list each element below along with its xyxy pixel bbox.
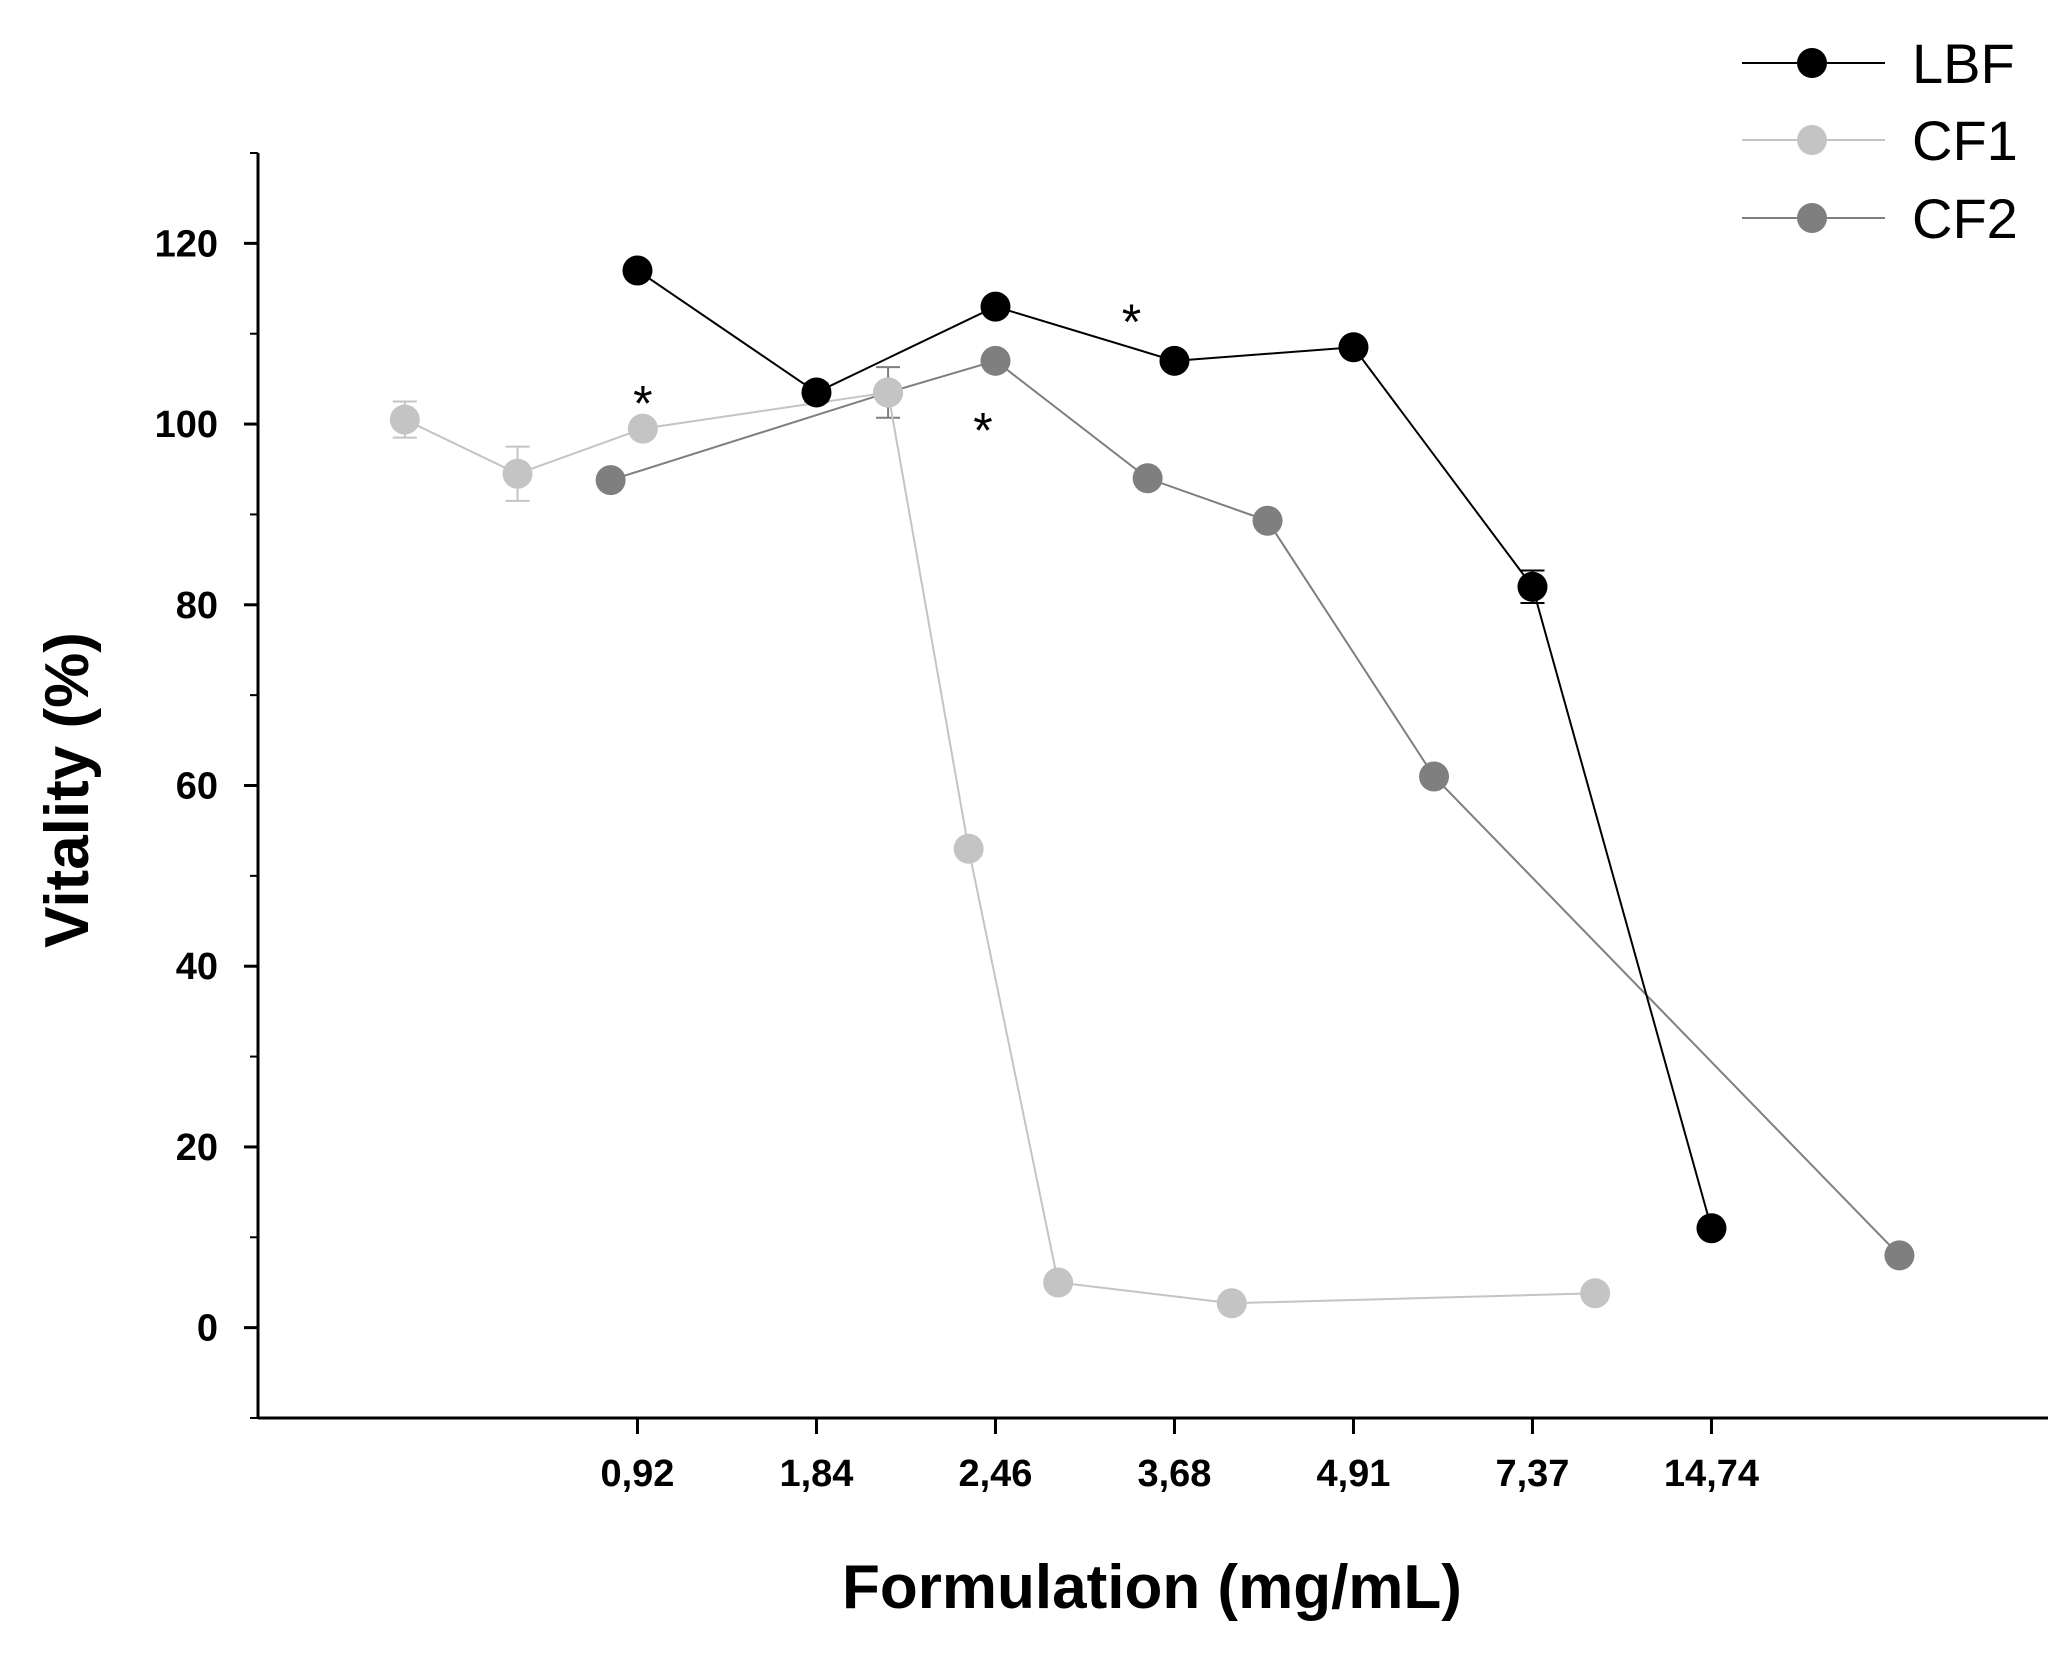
data-point-cf1 — [953, 833, 984, 864]
y-tick-label: 20 — [176, 1127, 218, 1169]
significance-asterisk: * — [973, 403, 992, 459]
data-point-cf2 — [1884, 1240, 1915, 1271]
data-point-cf1 — [1043, 1267, 1074, 1298]
data-point-lbf — [622, 255, 653, 286]
y-tick-label: 0 — [197, 1308, 218, 1350]
data-point-cf1 — [502, 458, 533, 489]
legend-marker — [1797, 125, 1827, 155]
data-point-cf1 — [1580, 1278, 1611, 1309]
y-tick-label: 120 — [155, 223, 218, 265]
data-point-cf1 — [389, 404, 420, 435]
data-point-cf2 — [980, 345, 1011, 376]
series-line-cf2 — [610, 359, 1901, 1257]
data-point-cf2 — [595, 465, 626, 496]
x-axis-title: Formulation (mg/mL) — [842, 1553, 1462, 1622]
data-point-cf2 — [1132, 463, 1163, 494]
legend-marker — [1797, 48, 1827, 78]
y-axis-title: Vitality (%) — [33, 632, 102, 948]
data-point-cf1 — [1216, 1288, 1247, 1319]
y-tick-label: 80 — [176, 585, 218, 627]
legend-marker — [1797, 203, 1827, 233]
data-point-cf1 — [627, 413, 658, 444]
data-point-lbf — [1159, 345, 1190, 376]
data-point-cf1 — [873, 377, 904, 408]
series-line-cf1 — [404, 391, 1596, 1305]
annotations: * * * — [633, 294, 1141, 458]
axes: 0 20 40 60 80 100 120 0,92 1,84 2,46 3,68 4,91 7,37 1… — [155, 152, 2048, 1495]
x-tick-label: 3,68 — [1137, 1453, 1211, 1495]
legend-label: LBF — [1912, 32, 2015, 95]
legend-label: CF2 — [1912, 187, 2018, 250]
legend-item-cf1: CF1 — [1742, 109, 2018, 172]
series-cf1 — [389, 377, 1611, 1319]
data-point-lbf — [1696, 1213, 1727, 1244]
x-tick-label: 4,91 — [1316, 1453, 1390, 1495]
data-point-lbf — [801, 377, 832, 408]
series-layer — [389, 255, 1915, 1319]
data-point-lbf — [1338, 332, 1369, 363]
data-point-lbf — [1517, 571, 1548, 602]
series-lbf — [622, 255, 1727, 1244]
x-tick-label: 0,92 — [600, 1453, 674, 1495]
x-tick-label: 2,46 — [958, 1453, 1032, 1495]
legend-label: CF1 — [1912, 109, 2018, 172]
series-line-lbf — [636, 269, 1713, 1229]
legend-item-cf2: CF2 — [1742, 187, 2018, 250]
x-tick-label: 14,74 — [1664, 1453, 1759, 1495]
legend-item-lbf: LBF — [1742, 32, 2015, 95]
x-tick-label: 7,37 — [1495, 1453, 1569, 1495]
x-tick-label: 1,84 — [779, 1453, 853, 1495]
y-tick-label: 100 — [155, 404, 218, 446]
series-cf2 — [595, 345, 1915, 1271]
data-point-lbf — [980, 291, 1011, 322]
y-tick-label: 60 — [176, 766, 218, 808]
data-point-cf2 — [1252, 505, 1283, 536]
y-tick-label: 40 — [176, 946, 218, 988]
legend: LBF CF1 CF2 — [1742, 32, 2018, 250]
significance-asterisk: * — [633, 375, 652, 431]
data-point-cf2 — [1419, 761, 1450, 792]
significance-asterisk: * — [1122, 294, 1141, 350]
